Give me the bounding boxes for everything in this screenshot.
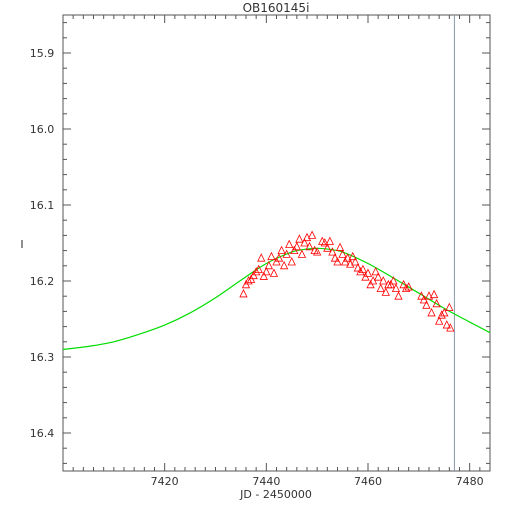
data-point-marker <box>442 320 451 329</box>
data-point-marker <box>371 266 380 276</box>
data-point-marker <box>259 271 268 280</box>
data-point-marker <box>440 308 449 317</box>
data-point-marker <box>307 230 317 239</box>
data-point-marker <box>264 260 274 270</box>
data-point-marker <box>267 251 276 261</box>
data-point-marker <box>358 264 368 274</box>
data-point-marker <box>295 234 304 243</box>
data-point-marker <box>320 238 329 247</box>
data-point-marker <box>279 260 289 270</box>
data-point-marker <box>239 289 248 298</box>
data-point-marker <box>446 323 455 332</box>
data-point-marker <box>257 253 266 262</box>
data-point-marker <box>435 316 444 325</box>
plot-frame <box>62 14 491 472</box>
data-point-marker <box>427 308 436 317</box>
data-point-marker <box>262 266 271 276</box>
data-points <box>239 230 455 332</box>
x-axis-label: JD - 2450000 <box>239 488 312 501</box>
data-point-marker <box>274 253 284 262</box>
axis-tick-labels: 7420 7440 7460 7480 15.9 16.0 16.1 16.2 16.3 16.4 <box>30 47 484 488</box>
x-tick-label: 7440 <box>252 475 280 488</box>
y-tick-label: 16.0 <box>30 123 55 136</box>
data-point-marker <box>335 242 345 251</box>
data-point-marker <box>424 291 434 300</box>
data-point-marker <box>343 253 352 262</box>
data-point-marker <box>432 298 441 308</box>
chart-title: OB160145i <box>243 1 310 15</box>
data-point-marker <box>437 310 446 319</box>
data-point-marker <box>348 251 357 261</box>
y-tick-label: 16.4 <box>30 427 55 440</box>
data-point-marker <box>277 245 286 255</box>
y-tick-label: 16.2 <box>30 275 55 288</box>
data-point-marker <box>333 257 342 266</box>
y-tick-label: 16.1 <box>30 199 55 212</box>
data-point-marker <box>417 291 426 300</box>
data-point-marker <box>422 300 431 309</box>
data-point-marker <box>363 268 373 277</box>
data-point-marker <box>287 257 296 266</box>
data-point-marker <box>353 263 362 272</box>
data-point-marker <box>404 282 413 291</box>
data-point-marker <box>292 241 301 251</box>
data-point-marker <box>300 238 309 247</box>
data-point-marker <box>351 257 360 266</box>
y-axis-label: I <box>20 238 23 251</box>
data-point-marker <box>381 287 390 296</box>
data-point-marker <box>313 247 322 256</box>
data-point-marker <box>445 302 454 312</box>
data-point-marker <box>254 264 263 274</box>
data-point-marker <box>252 266 261 276</box>
data-point-marker <box>323 243 332 252</box>
data-point-marker <box>325 236 335 245</box>
data-point-marker <box>391 283 401 293</box>
data-point-marker <box>376 283 385 293</box>
data-point-marker <box>379 276 388 285</box>
data-point-marker <box>285 239 294 248</box>
data-point-marker <box>374 272 383 281</box>
data-point-marker <box>305 241 314 251</box>
y-tick-label: 16.3 <box>30 351 55 364</box>
data-point-marker <box>401 283 411 293</box>
data-point-marker <box>330 253 340 262</box>
data-point-marker <box>328 247 337 256</box>
x-tick-label: 7480 <box>456 475 484 488</box>
y-tick-label: 15.9 <box>30 47 55 60</box>
data-point-marker <box>297 249 307 258</box>
data-point-marker <box>399 279 408 289</box>
axis-ticks <box>62 15 491 471</box>
data-point-marker <box>394 291 403 300</box>
x-tick-label: 7460 <box>354 475 382 488</box>
data-point-marker <box>356 266 365 276</box>
x-tick-label: 7420 <box>151 475 179 488</box>
data-point-marker <box>282 249 291 258</box>
data-point-marker <box>338 249 347 258</box>
data-point-marker <box>429 289 439 299</box>
data-point-marker <box>389 276 398 285</box>
data-point-marker <box>269 268 279 277</box>
data-point-marker <box>244 276 253 285</box>
